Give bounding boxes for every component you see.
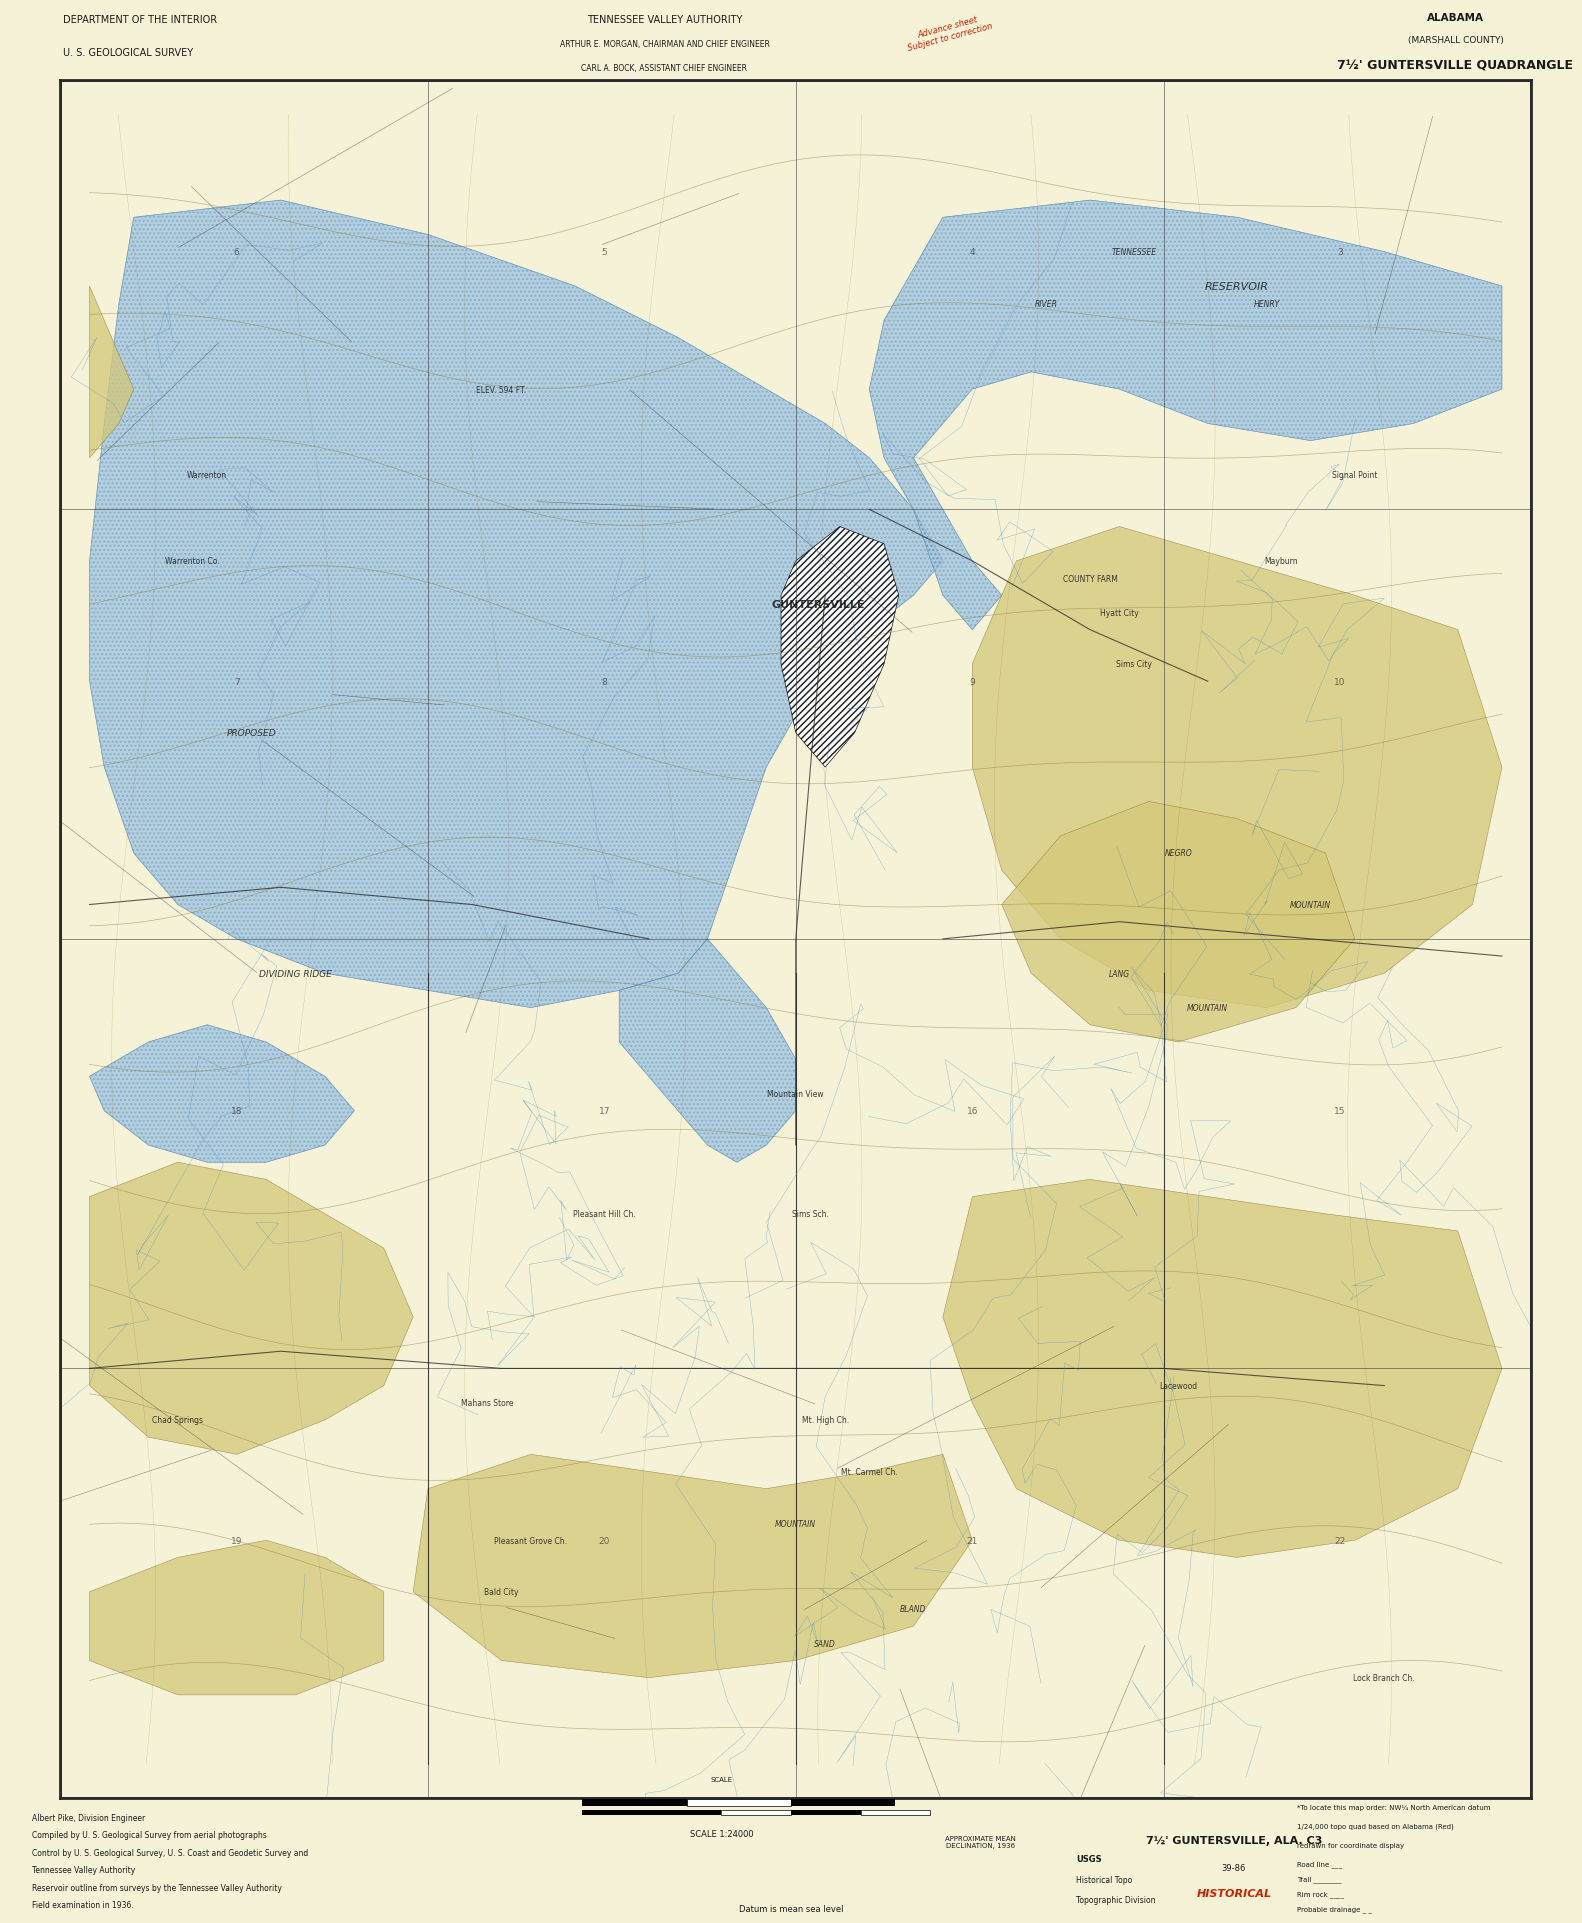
- Text: RIVER: RIVER: [1035, 300, 1057, 308]
- Bar: [791, 1798, 895, 1806]
- Text: Trail ________: Trail ________: [1297, 1875, 1342, 1883]
- Text: redrawn for coordinate display: redrawn for coordinate display: [1297, 1842, 1405, 1848]
- Text: Advance sheet
Subject to correction: Advance sheet Subject to correction: [905, 12, 993, 54]
- Bar: [861, 1810, 930, 1815]
- Text: BLAND: BLAND: [900, 1604, 927, 1613]
- Text: Chad Springs: Chad Springs: [152, 1415, 204, 1425]
- Text: TENNESSEE VALLEY AUTHORITY: TENNESSEE VALLEY AUTHORITY: [587, 15, 742, 25]
- Text: RESERVOIR: RESERVOIR: [1205, 283, 1269, 292]
- Text: 10: 10: [1334, 677, 1346, 687]
- Text: NEGRO: NEGRO: [1164, 850, 1193, 858]
- Text: MOUNTAIN: MOUNTAIN: [775, 1519, 816, 1527]
- Text: 19: 19: [231, 1536, 242, 1544]
- Text: Tennessee Valley Authority: Tennessee Valley Authority: [32, 1865, 134, 1875]
- Text: 15: 15: [1334, 1106, 1346, 1115]
- Text: U. S. GEOLOGICAL SURVEY: U. S. GEOLOGICAL SURVEY: [63, 48, 193, 58]
- Text: SAND: SAND: [815, 1638, 835, 1648]
- Text: Historical Topo: Historical Topo: [1076, 1875, 1133, 1885]
- Text: Hyatt City: Hyatt City: [1099, 608, 1139, 617]
- Bar: [721, 1810, 791, 1815]
- Text: TENNESSEE: TENNESSEE: [1112, 248, 1156, 258]
- Text: Road line ___: Road line ___: [1297, 1861, 1342, 1867]
- Text: Mt. High Ch.: Mt. High Ch.: [802, 1415, 848, 1425]
- Text: 9: 9: [970, 677, 975, 687]
- Text: *To locate this map order: NW¼ North American datum: *To locate this map order: NW¼ North Ame…: [1297, 1804, 1490, 1810]
- Text: Warrenton: Warrenton: [187, 471, 228, 481]
- Text: Pleasant Hill Ch.: Pleasant Hill Ch.: [573, 1210, 636, 1219]
- Text: 16: 16: [967, 1106, 978, 1115]
- Text: 4: 4: [970, 248, 975, 258]
- Text: SCALE: SCALE: [710, 1775, 732, 1783]
- Text: CARL A. BOCK, ASSISTANT CHIEF ENGINEER: CARL A. BOCK, ASSISTANT CHIEF ENGINEER: [582, 63, 747, 73]
- Bar: [582, 1810, 721, 1815]
- Text: Probable drainage _ _: Probable drainage _ _: [1297, 1906, 1372, 1911]
- Text: Bald City: Bald City: [484, 1588, 519, 1596]
- Text: Mountain View: Mountain View: [767, 1090, 824, 1098]
- Text: Mt. Carmel Ch.: Mt. Carmel Ch.: [842, 1467, 897, 1477]
- Text: Pleasant Grove Ch.: Pleasant Grove Ch.: [495, 1536, 568, 1544]
- Bar: [791, 1810, 861, 1815]
- Text: 3: 3: [1337, 248, 1343, 258]
- Text: MOUNTAIN: MOUNTAIN: [1291, 900, 1330, 910]
- Text: 7½' GUNTERSVILLE, ALA. C3: 7½' GUNTERSVILLE, ALA. C3: [1145, 1835, 1323, 1846]
- Text: 6: 6: [234, 248, 239, 258]
- Polygon shape: [782, 527, 899, 767]
- Text: SCALE 1:24000: SCALE 1:24000: [690, 1829, 753, 1838]
- Text: 5: 5: [601, 248, 607, 258]
- Text: Control by U. S. Geological Survey, U. S. Coast and Geodetic Survey and: Control by U. S. Geological Survey, U. S…: [32, 1848, 308, 1858]
- Text: Reservoir outline from surveys by the Tennessee Valley Authority: Reservoir outline from surveys by the Te…: [32, 1883, 282, 1892]
- Text: 39-86: 39-86: [1221, 1863, 1247, 1871]
- Text: 21: 21: [967, 1536, 978, 1544]
- Text: Rim rock ____: Rim rock ____: [1297, 1890, 1345, 1898]
- Text: Albert Pike, Division Engineer: Albert Pike, Division Engineer: [32, 1813, 146, 1821]
- Text: 18: 18: [231, 1106, 242, 1115]
- Text: USGS: USGS: [1076, 1854, 1101, 1863]
- Text: Compiled by U. S. Geological Survey from aerial photographs: Compiled by U. S. Geological Survey from…: [32, 1831, 266, 1840]
- Text: COUNTY FARM: COUNTY FARM: [1063, 575, 1117, 583]
- Text: DIVIDING RIDGE: DIVIDING RIDGE: [259, 969, 332, 979]
- Text: 8: 8: [601, 677, 607, 687]
- Text: Sims Sch.: Sims Sch.: [793, 1210, 829, 1219]
- Text: Mahans Store: Mahans Store: [460, 1398, 513, 1408]
- Text: LANG: LANG: [1109, 969, 1130, 979]
- Text: Signal Point: Signal Point: [1332, 471, 1378, 481]
- Text: 1/24,000 topo quad based on Alabama (Red): 1/24,000 topo quad based on Alabama (Red…: [1297, 1823, 1454, 1829]
- Text: ALABAMA: ALABAMA: [1427, 13, 1484, 23]
- Bar: [687, 1798, 791, 1806]
- Text: 22: 22: [1335, 1536, 1346, 1544]
- Text: PROPOSED: PROPOSED: [226, 729, 277, 738]
- Text: (MARSHALL COUNTY): (MARSHALL COUNTY): [1408, 37, 1503, 44]
- Text: Topographic Division: Topographic Division: [1076, 1896, 1155, 1904]
- Text: Warrenton Co.: Warrenton Co.: [165, 558, 220, 565]
- Text: Datum is mean sea level: Datum is mean sea level: [739, 1904, 843, 1913]
- Text: Field examination in 1936.: Field examination in 1936.: [32, 1900, 133, 1910]
- Text: 20: 20: [600, 1536, 611, 1544]
- Text: 7: 7: [234, 677, 239, 687]
- Text: HENRY: HENRY: [1253, 300, 1280, 308]
- Text: 17: 17: [598, 1106, 611, 1115]
- Text: MOUNTAIN: MOUNTAIN: [1186, 1004, 1228, 1013]
- Text: ELEV. 594 FT.: ELEV. 594 FT.: [476, 385, 527, 394]
- Text: APPROXIMATE MEAN
DECLINATION, 1936: APPROXIMATE MEAN DECLINATION, 1936: [946, 1835, 1016, 1848]
- Text: ARTHUR E. MORGAN, CHAIRMAN AND CHIEF ENGINEER: ARTHUR E. MORGAN, CHAIRMAN AND CHIEF ENG…: [560, 40, 769, 48]
- Text: 7½' GUNTERSVILLE QUADRANGLE: 7½' GUNTERSVILLE QUADRANGLE: [1337, 60, 1574, 73]
- Text: DEPARTMENT OF THE INTERIOR: DEPARTMENT OF THE INTERIOR: [63, 15, 217, 25]
- Bar: [582, 1798, 791, 1806]
- Text: Sims City: Sims City: [1117, 660, 1152, 669]
- Text: GUNTERSVILLE: GUNTERSVILLE: [770, 600, 865, 610]
- Text: HISTORICAL: HISTORICAL: [1196, 1888, 1272, 1898]
- Text: Lacewood: Lacewood: [1160, 1381, 1198, 1390]
- Text: Mayburn: Mayburn: [1264, 558, 1299, 565]
- Text: Lock Branch Ch.: Lock Branch Ch.: [1354, 1673, 1414, 1683]
